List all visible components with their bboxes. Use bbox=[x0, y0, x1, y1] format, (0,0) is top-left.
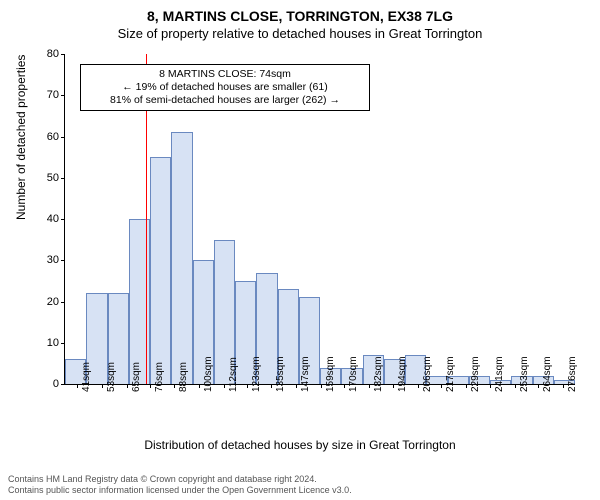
x-tick-label: 206sqm bbox=[422, 356, 433, 392]
x-tick-mark bbox=[538, 384, 539, 388]
chart-area: 0102030405060708041sqm53sqm65sqm76sqm88s… bbox=[64, 54, 574, 384]
x-tick-mark bbox=[321, 384, 322, 388]
x-tick-mark bbox=[369, 384, 370, 388]
x-tick-mark bbox=[150, 384, 151, 388]
x-tick-mark bbox=[127, 384, 128, 388]
annotation-line: 81% of semi-detached houses are larger (… bbox=[87, 94, 363, 107]
x-tick-mark bbox=[441, 384, 442, 388]
x-tick-label: 182sqm bbox=[373, 356, 384, 392]
x-tick-label: 65sqm bbox=[131, 362, 142, 392]
x-tick-mark bbox=[271, 384, 272, 388]
x-tick-mark bbox=[199, 384, 200, 388]
annotation-box: 8 MARTINS CLOSE: 74sqm← 19% of detached … bbox=[80, 64, 370, 111]
x-tick-mark bbox=[174, 384, 175, 388]
y-tick-mark bbox=[61, 384, 65, 385]
x-tick-mark bbox=[247, 384, 248, 388]
footer-line-2: Contains public sector information licen… bbox=[8, 485, 352, 496]
y-tick-label: 40 bbox=[35, 213, 59, 225]
x-tick-mark bbox=[344, 384, 345, 388]
x-tick-label: 53sqm bbox=[106, 362, 117, 392]
title-main: 8, MARTINS CLOSE, TORRINGTON, EX38 7LG bbox=[0, 0, 600, 24]
x-tick-mark bbox=[418, 384, 419, 388]
footer-attribution: Contains HM Land Registry data © Crown c… bbox=[8, 474, 352, 496]
x-tick-label: 112sqm bbox=[228, 357, 239, 392]
annotation-line: ← 19% of detached houses are smaller (61… bbox=[87, 81, 363, 94]
y-tick-label: 80 bbox=[35, 48, 59, 60]
x-tick-label: 123sqm bbox=[251, 356, 262, 392]
histogram-bar bbox=[129, 219, 150, 384]
x-tick-mark bbox=[102, 384, 103, 388]
x-tick-label: 88sqm bbox=[178, 362, 189, 392]
x-tick-mark bbox=[77, 384, 78, 388]
x-tick-mark bbox=[296, 384, 297, 388]
y-tick-mark bbox=[61, 54, 65, 55]
x-tick-label: 135sqm bbox=[275, 356, 286, 392]
x-tick-mark bbox=[393, 384, 394, 388]
x-tick-mark bbox=[563, 384, 564, 388]
x-tick-label: 76sqm bbox=[154, 362, 165, 392]
y-tick-label: 10 bbox=[35, 337, 59, 349]
x-tick-mark bbox=[515, 384, 516, 388]
y-tick-label: 70 bbox=[35, 89, 59, 101]
y-tick-mark bbox=[61, 343, 65, 344]
x-tick-label: 100sqm bbox=[203, 356, 214, 392]
x-tick-label: 217sqm bbox=[445, 356, 456, 392]
x-tick-label: 41sqm bbox=[81, 362, 92, 392]
y-tick-mark bbox=[61, 302, 65, 303]
y-tick-label: 60 bbox=[35, 131, 59, 143]
y-tick-mark bbox=[61, 137, 65, 138]
chart-container: 8, MARTINS CLOSE, TORRINGTON, EX38 7LG S… bbox=[0, 0, 600, 500]
annotation-line: 8 MARTINS CLOSE: 74sqm bbox=[87, 68, 363, 81]
y-tick-mark bbox=[61, 219, 65, 220]
x-tick-label: 159sqm bbox=[325, 356, 336, 392]
y-tick-mark bbox=[61, 95, 65, 96]
x-axis-label: Distribution of detached houses by size … bbox=[0, 438, 600, 452]
title-sub: Size of property relative to detached ho… bbox=[0, 24, 600, 41]
y-tick-mark bbox=[61, 178, 65, 179]
footer-line-1: Contains HM Land Registry data © Crown c… bbox=[8, 474, 352, 485]
x-tick-label: 241sqm bbox=[494, 356, 505, 392]
x-tick-mark bbox=[466, 384, 467, 388]
histogram-bar bbox=[171, 132, 192, 384]
y-tick-label: 50 bbox=[35, 172, 59, 184]
histogram-bar bbox=[150, 157, 171, 384]
x-tick-label: 194sqm bbox=[397, 356, 408, 392]
x-tick-label: 253sqm bbox=[519, 356, 530, 392]
x-tick-mark bbox=[490, 384, 491, 388]
plot-region: 0102030405060708041sqm53sqm65sqm76sqm88s… bbox=[64, 54, 575, 385]
x-tick-label: 229sqm bbox=[470, 356, 481, 392]
x-tick-label: 276sqm bbox=[567, 356, 578, 392]
x-tick-mark bbox=[224, 384, 225, 388]
y-tick-label: 30 bbox=[35, 254, 59, 266]
y-tick-label: 20 bbox=[35, 296, 59, 308]
x-tick-label: 170sqm bbox=[348, 356, 359, 392]
y-tick-mark bbox=[61, 260, 65, 261]
y-tick-label: 0 bbox=[35, 378, 59, 390]
x-tick-label: 147sqm bbox=[300, 356, 311, 392]
x-tick-label: 264sqm bbox=[542, 356, 553, 392]
y-axis-label: Number of detached properties bbox=[14, 55, 28, 220]
